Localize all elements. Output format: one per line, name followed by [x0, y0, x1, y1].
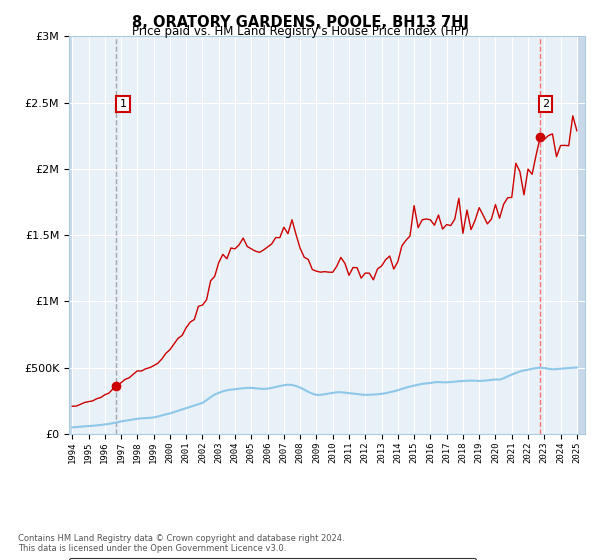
Legend: 8, ORATORY GARDENS, POOLE, BH13 7HJ (detached house), HPI: Average price, detach: 8, ORATORY GARDENS, POOLE, BH13 7HJ (det…: [69, 558, 476, 560]
Text: 2: 2: [542, 99, 549, 109]
Text: 8, ORATORY GARDENS, POOLE, BH13 7HJ: 8, ORATORY GARDENS, POOLE, BH13 7HJ: [131, 15, 469, 30]
Text: Price paid vs. HM Land Registry's House Price Index (HPI): Price paid vs. HM Land Registry's House …: [131, 25, 469, 38]
Text: 1: 1: [119, 99, 127, 109]
Text: Contains HM Land Registry data © Crown copyright and database right 2024.
This d: Contains HM Land Registry data © Crown c…: [18, 534, 344, 553]
Bar: [577, 36, 585, 434]
Bar: [69, 36, 72, 434]
